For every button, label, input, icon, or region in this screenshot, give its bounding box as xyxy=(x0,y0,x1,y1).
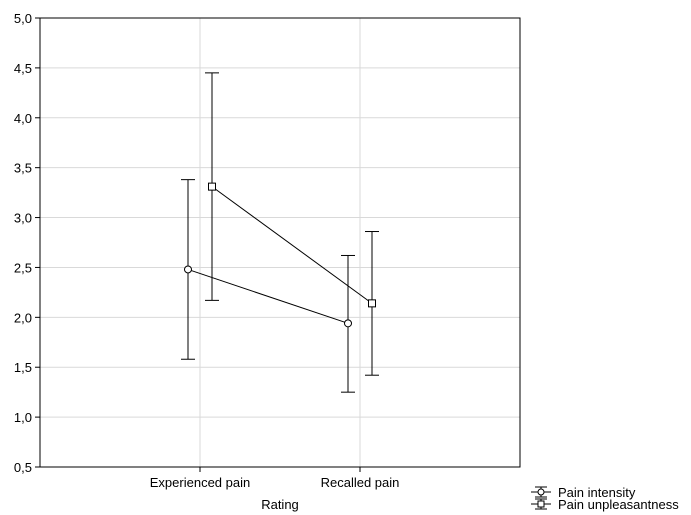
data-point-pain-unpleasantness xyxy=(208,182,216,191)
x-tick-label: Experienced pain xyxy=(150,475,250,490)
y-tick-label: 5,0 xyxy=(14,11,32,26)
y-tick-label: 3,5 xyxy=(14,161,32,176)
legend-label: Pain unpleasantness xyxy=(558,497,679,512)
data-point-pain-intensity xyxy=(344,319,352,328)
grid-layer xyxy=(40,18,520,467)
y-tick-label: 2,5 xyxy=(14,260,32,275)
x-tick-label: Recalled pain xyxy=(321,475,400,490)
legend-item-pain-intensity: Pain intensity xyxy=(531,485,636,500)
series-line-pain-intensity xyxy=(187,268,349,324)
plot-frame xyxy=(39,17,521,468)
y-tick-label: 3,0 xyxy=(14,211,32,226)
y-tick-label: 1,0 xyxy=(14,410,32,425)
label-layer: Rating 0,5 1,0 1,5 2,0 2,5 3,0 3,5 4,0 4,5 5,0 Exp… xyxy=(14,11,399,512)
y-tick-label: 2,0 xyxy=(14,310,32,325)
series-line-pain-unpleasantness xyxy=(211,186,373,304)
data-point-pain-intensity xyxy=(184,265,192,274)
axis-layer xyxy=(35,17,521,472)
y-tick-label: 4,5 xyxy=(14,61,32,76)
data-point-pain-unpleasantness xyxy=(368,299,376,308)
x-axis-title: Rating xyxy=(261,497,299,512)
legend-marker-circle xyxy=(537,488,545,496)
y-tick-label: 4,0 xyxy=(14,111,32,126)
y-tick-label: 1,5 xyxy=(14,360,32,375)
series-layer xyxy=(181,72,379,393)
legend-label: Pain intensity xyxy=(558,485,636,500)
legend-item-pain-unpleasantness: Pain unpleasantness xyxy=(531,497,679,512)
y-tick-label: 0,5 xyxy=(14,460,32,475)
legend-marker-square xyxy=(537,500,545,508)
